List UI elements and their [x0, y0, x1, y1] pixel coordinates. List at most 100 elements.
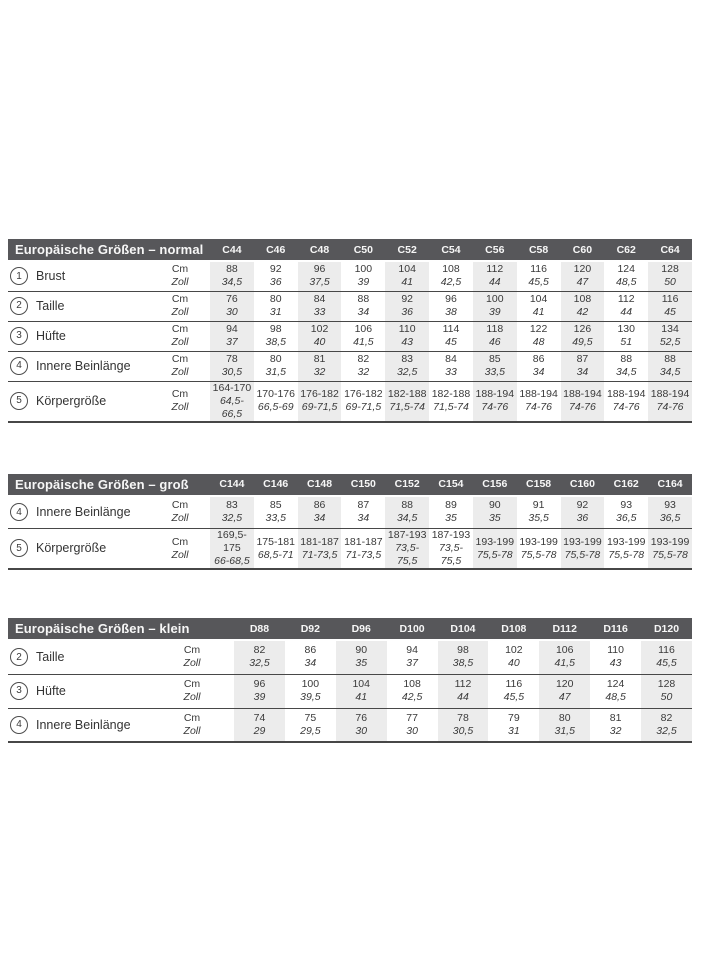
value-cell: 108 42 [560, 290, 605, 321]
size-column-header: D100 [386, 618, 438, 641]
value-cell: 130 51 [604, 320, 649, 351]
zoll-value: 41,5 [554, 657, 575, 670]
zoll-value: 43 [609, 657, 622, 670]
cm-value: 76 [355, 711, 368, 724]
unit-cm-label: Cm [171, 353, 189, 365]
cm-value: 118 [486, 323, 504, 335]
zoll-value: 69-71,5 [345, 401, 382, 413]
size-column-header: C54 [429, 239, 473, 262]
zoll-value: 41,5 [353, 336, 374, 348]
row-label: Hüfte [36, 683, 66, 698]
cm-value: 102 [310, 323, 329, 335]
size-column-header: D104 [437, 618, 489, 641]
row-label-cell: 4 Innere Beinlänge [8, 707, 150, 742]
measurement-row: 4 Innere Beinlänge Cm Zoll 83 32,5 85 33,5 86 34 8… [8, 496, 692, 529]
zoll-value: 41 [355, 691, 368, 703]
value-cell: 112 44 [437, 673, 489, 708]
size-column-header: C144 [210, 473, 254, 497]
value-cell: 100 39 [341, 261, 385, 291]
value-cell: 182-188 71,5-74 [429, 380, 473, 422]
zoll-value: 37,5 [309, 276, 330, 289]
zoll-value: 34 [357, 512, 370, 525]
row-label: Körpergröße [36, 393, 107, 408]
value-cell: 90 35 [473, 496, 517, 529]
zoll-value: 30 [355, 724, 368, 737]
unit-zoll-label: Zoll [171, 512, 189, 525]
row-number-badge: 2 [10, 648, 28, 667]
row-label-cell: 1 Brust [8, 261, 150, 291]
cm-value: 112 [454, 678, 472, 690]
zoll-value: 44 [457, 691, 469, 703]
measurement-row: 3 Hüfte Cm Zoll 94 37 98 38,5 102 40 106 41,5 110 43 1… [8, 320, 692, 351]
value-cell: 108 42,5 [386, 673, 438, 708]
size-column-header: C48 [297, 239, 342, 262]
zoll-value: 46 [488, 336, 501, 348]
zoll-value: 69-71,5 [301, 401, 338, 413]
cm-value: 181-187 [344, 535, 383, 548]
zoll-value: 30,5 [221, 366, 243, 378]
zoll-value: 36 [269, 276, 282, 289]
value-cell: 87 34 [560, 350, 605, 381]
value-cell: 134 52,5 [648, 320, 692, 351]
cm-value: 188-194 [519, 388, 558, 400]
value-cell: 128 50 [641, 673, 692, 708]
row-label-cell: 2 Taille [8, 290, 150, 321]
value-cell: 86 34 [516, 350, 561, 381]
row-label-cell: 2 Taille [8, 640, 150, 674]
zoll-value: 71-73,5 [301, 548, 338, 561]
unit-zoll-label: Zoll [183, 691, 201, 703]
cm-value: 74 [253, 711, 266, 724]
zoll-value: 32 [357, 366, 370, 378]
cm-value: 114 [442, 323, 460, 335]
zoll-value: 71,5-74 [433, 401, 469, 413]
value-cell: 120 47 [539, 673, 591, 708]
value-cell: 175-181 68,5-71 [253, 528, 298, 569]
zoll-value: 49,5 [572, 336, 593, 348]
size-column-header: D88 [234, 618, 285, 641]
cm-value: 100 [486, 293, 504, 305]
cm-value: 82 [660, 711, 673, 724]
cm-value: 102 [505, 644, 523, 657]
value-cell: 87 34 [341, 496, 385, 529]
unit-cell: Cm Zoll [150, 290, 211, 321]
cm-value: 188-194 [650, 388, 690, 400]
table-body: 2 Taille Cm Zoll 82 32,5 86 34 90 35 94 37 98 38,5 102… [8, 640, 692, 742]
unit-zoll-label: Zoll [171, 401, 189, 413]
cm-value: 85 [488, 353, 501, 365]
size-column-header: C58 [516, 239, 561, 262]
size-column-header: D96 [335, 618, 387, 641]
cm-value: 88 [226, 263, 238, 276]
zoll-value: 41 [401, 276, 414, 289]
value-cell: 102 40 [297, 320, 342, 351]
zoll-value: 43 [401, 336, 414, 348]
cm-value: 170-176 [256, 388, 295, 400]
cm-value: 81 [313, 353, 326, 365]
measurement-row: 5 Körpergröße Cm Zoll 169,5-175 66-68,5 175-18… [8, 528, 692, 569]
zoll-value: 37 [226, 336, 238, 348]
cm-value: 100 [301, 678, 320, 690]
value-cell: 93 36,5 [648, 496, 692, 529]
zoll-value: 34,5 [396, 512, 418, 525]
zoll-value: 75,5-78 [608, 548, 645, 561]
value-cell: 104 41 [335, 673, 387, 708]
cm-value: 84 [313, 293, 326, 305]
cm-value: 112 [486, 263, 504, 276]
cm-value: 96 [445, 293, 457, 305]
measurement-row: 5 Körpergröße Cm Zoll 164-170 64,5-66,5 170-17… [8, 380, 692, 422]
value-cell: 81 32 [297, 350, 342, 381]
size-column-header: C156 [472, 473, 517, 497]
cm-value: 90 [355, 644, 368, 657]
zoll-value: 47 [558, 691, 571, 703]
table-header-row: Europäische Größen – klein D88 D92 D96 D100 D… [8, 618, 692, 641]
cm-value: 193-199 [650, 535, 690, 548]
size-column-header: C146 [253, 473, 298, 497]
cm-value: 116 [658, 644, 675, 657]
measurement-row: 4 Innere Beinlänge Cm Zoll 78 30,5 80 31,5 81 32 8… [8, 350, 692, 381]
value-cell: 122 48 [516, 320, 561, 351]
value-cell: 108 42,5 [429, 261, 473, 291]
value-cell: 88 34 [341, 290, 386, 321]
zoll-value: 31 [269, 306, 282, 318]
size-column-header: C60 [560, 239, 605, 262]
measurement-row: 3 Hüfte Cm Zoll 96 39 100 39,5 104 41 108 42,5 112 44… [8, 673, 692, 708]
row-number-badge: 2 [10, 296, 28, 315]
